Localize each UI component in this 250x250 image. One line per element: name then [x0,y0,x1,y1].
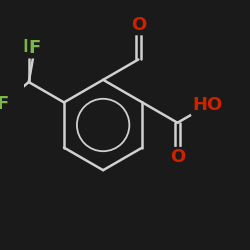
Text: F: F [0,95,8,113]
Text: F: F [29,39,41,57]
Text: O: O [170,148,185,166]
Text: O: O [131,16,146,34]
Text: HO: HO [192,96,222,114]
Text: F: F [23,38,35,56]
